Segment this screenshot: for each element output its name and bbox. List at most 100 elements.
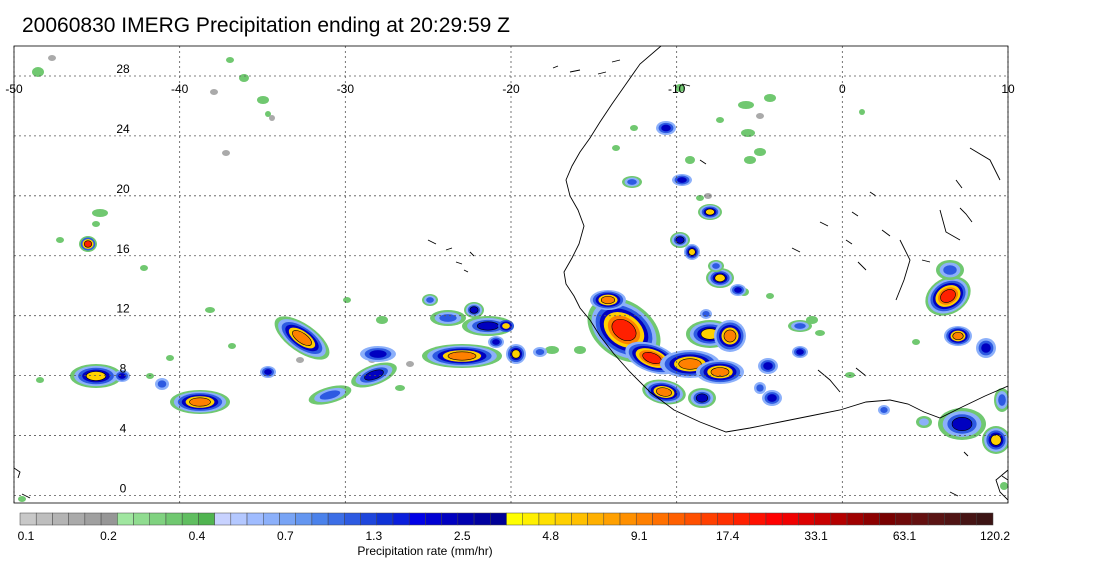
- colorbar-tick-label: 9.1: [631, 529, 648, 543]
- precip-cell: [630, 125, 638, 131]
- precip-cell: [140, 265, 148, 271]
- colorbar-swatch: [263, 512, 280, 526]
- precip-cell: [205, 307, 215, 313]
- colorbar-swatch: [473, 512, 491, 526]
- precip-cell: [226, 57, 234, 63]
- colorbar-swatch: [392, 512, 410, 526]
- colorbar-tick-label: 4.8: [542, 529, 559, 543]
- colorbar-swatch: [911, 512, 929, 526]
- map-frame: [13, 45, 1009, 504]
- precip-cell: [656, 121, 676, 135]
- colorbar-swatch: [327, 512, 345, 526]
- precip-cell: [257, 96, 269, 104]
- precip-cell: [716, 117, 724, 123]
- precip-cell: [533, 347, 547, 357]
- precip-cell: [18, 496, 26, 502]
- colorbar-swatch: [490, 512, 507, 526]
- precip-cell: [155, 378, 169, 390]
- colorbar-swatch: [279, 512, 296, 526]
- colorbar-swatch: [149, 512, 167, 526]
- precip-cell: [684, 244, 700, 260]
- colorbar-swatch: [960, 512, 978, 526]
- colorbar-tick-label: 0.2: [100, 529, 117, 543]
- precip-cell: [764, 94, 776, 102]
- colorbar-swatch: [198, 512, 215, 526]
- precip-cell: [210, 89, 218, 95]
- latitude-label: 24: [116, 122, 130, 136]
- colorbar-swatch: [668, 512, 686, 526]
- precip-cell: [1000, 482, 1008, 490]
- precip-cell: [462, 316, 514, 336]
- precip-cell: [815, 330, 825, 336]
- precip-cell: [696, 195, 704, 201]
- precip-cell: [754, 148, 766, 156]
- colorbar-swatch: [814, 512, 832, 526]
- colorbar-swatch: [441, 512, 459, 526]
- colorbar-swatch: [35, 512, 53, 526]
- precip-cell: [766, 293, 774, 299]
- colorbar-swatch: [230, 512, 248, 526]
- precip-cell: [982, 426, 1008, 454]
- colorbar-swatch: [554, 512, 572, 526]
- precip-cell: [916, 416, 932, 428]
- colorbar-swatch: [457, 512, 475, 526]
- cape-verde-islands: [427, 239, 475, 273]
- colorbar-swatch: [895, 512, 913, 526]
- colorbar-swatch: [376, 512, 394, 526]
- colorbar-swatch: [587, 512, 605, 526]
- precip-cell: [938, 408, 986, 440]
- longitude-labels: -50 -40 -30 -20 -10 0 10: [5, 82, 1015, 96]
- colorbar-swatch: [571, 512, 588, 526]
- colorbar-swatch: [635, 512, 653, 526]
- colorbar-swatch: [879, 512, 896, 526]
- colorbar-swatch: [717, 512, 734, 526]
- colorbar-swatch: [798, 512, 815, 526]
- colorbar-swatch: [117, 512, 134, 526]
- colorbar-swatch: [522, 512, 540, 526]
- precip-cell: [706, 268, 734, 288]
- colorbar-swatch: [765, 512, 783, 526]
- precip-cell: [878, 405, 890, 415]
- precip-cell: [845, 372, 855, 378]
- precip-cell: [708, 260, 724, 272]
- precip-cell: [274, 316, 330, 360]
- precip-cell: [36, 377, 44, 383]
- precip-cell: [792, 346, 808, 358]
- colorbar-tick-label: 120.2: [980, 529, 1010, 543]
- longitude-label: 10: [1001, 82, 1015, 96]
- colorbar-swatch: [84, 512, 102, 526]
- precip-cell: [625, 341, 679, 375]
- precip-cell: [260, 366, 276, 378]
- precip-cell: [343, 297, 351, 303]
- colorbar-swatch: [425, 512, 442, 526]
- precip-cell: [265, 111, 271, 117]
- latitude-labels: 28 24 20 16 12 8 4 0: [116, 62, 130, 496]
- precip-cell: [685, 156, 695, 164]
- colorbar-swatch: [19, 512, 37, 526]
- colorbar-swatch: [652, 512, 669, 526]
- latitude-label: 8: [120, 362, 127, 376]
- precip-cell: [406, 361, 414, 367]
- colorbar-swatch: [749, 512, 767, 526]
- west-africa-coastline: [563, 46, 1008, 433]
- precip-cell: [464, 302, 484, 318]
- precip-cell: [222, 150, 230, 156]
- precip-cell: [422, 344, 502, 368]
- precip-cell: [688, 388, 716, 408]
- precip-cell: [79, 236, 97, 252]
- colorbar-swatch: [360, 512, 378, 526]
- west-frame-coast: [14, 467, 31, 499]
- longitude-label: 0: [839, 82, 846, 96]
- colorbar-swatch: [733, 512, 750, 526]
- precip-cell: [704, 193, 712, 199]
- latitude-label: 12: [116, 302, 130, 316]
- precip-cell: [672, 174, 692, 186]
- longitude-label: -30: [337, 82, 355, 96]
- precip-cell: [228, 343, 236, 349]
- precip-cell: [670, 232, 690, 248]
- colorbar-tick-label: 0.1: [18, 529, 35, 543]
- precip-cell: [488, 336, 504, 348]
- precip-cell: [741, 129, 755, 137]
- precip-cell: [70, 364, 122, 388]
